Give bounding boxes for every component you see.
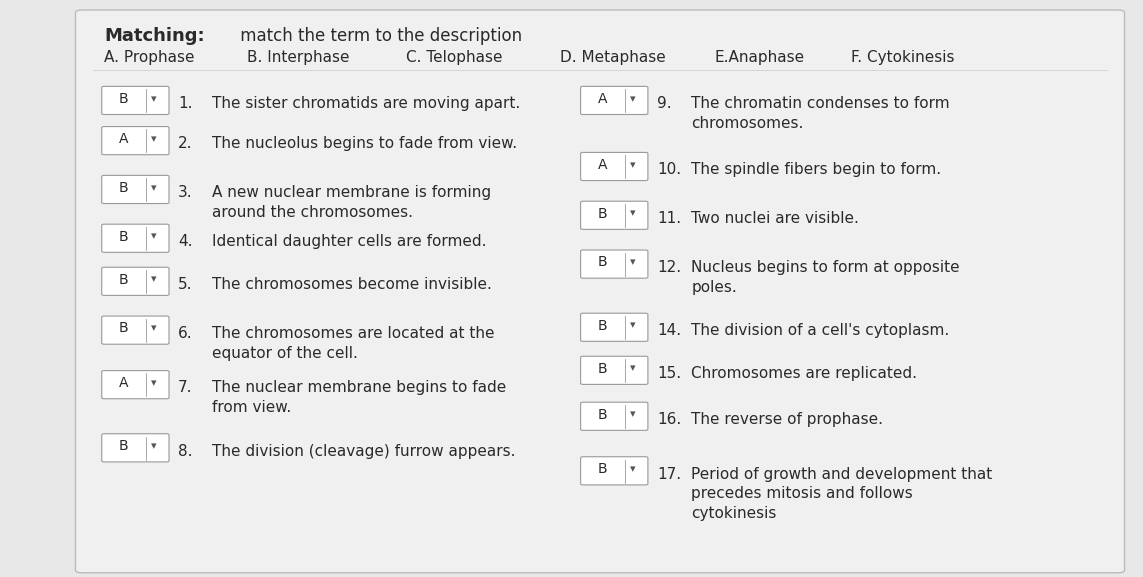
Text: A. Prophase: A. Prophase bbox=[104, 50, 194, 65]
Text: B: B bbox=[598, 256, 607, 269]
FancyBboxPatch shape bbox=[75, 10, 1125, 573]
Text: Matching:: Matching: bbox=[104, 27, 205, 45]
Text: 1.: 1. bbox=[178, 96, 193, 111]
Text: B: B bbox=[119, 230, 128, 243]
Text: Period of growth and development that
precedes mitosis and follows
cytokinesis: Period of growth and development that pr… bbox=[692, 467, 992, 521]
Text: The sister chromatids are moving apart.: The sister chromatids are moving apart. bbox=[213, 96, 520, 111]
Text: ▾: ▾ bbox=[630, 321, 636, 331]
Text: A new nuclear membrane is forming
around the chromosomes.: A new nuclear membrane is forming around… bbox=[213, 185, 491, 220]
Text: ▾: ▾ bbox=[630, 160, 636, 170]
FancyBboxPatch shape bbox=[102, 370, 169, 399]
Text: Nucleus begins to form at opposite
poles.: Nucleus begins to form at opposite poles… bbox=[692, 260, 960, 295]
Text: Chromosomes are replicated.: Chromosomes are replicated. bbox=[692, 366, 917, 381]
Text: ▾: ▾ bbox=[151, 275, 157, 284]
FancyBboxPatch shape bbox=[581, 313, 648, 342]
Text: ▾: ▾ bbox=[630, 208, 636, 219]
Text: ▾: ▾ bbox=[151, 441, 157, 451]
Text: F. Cytokinesis: F. Cytokinesis bbox=[850, 50, 954, 65]
Text: ▾: ▾ bbox=[151, 378, 157, 388]
Text: 15.: 15. bbox=[657, 366, 681, 381]
Text: match the term to the description: match the term to the description bbox=[235, 27, 522, 45]
Text: ▾: ▾ bbox=[630, 93, 636, 104]
Text: The chromosomes are located at the
equator of the cell.: The chromosomes are located at the equat… bbox=[213, 326, 495, 361]
Text: 6.: 6. bbox=[178, 326, 193, 341]
Text: B: B bbox=[119, 272, 128, 287]
Text: The chromosomes become invisible.: The chromosomes become invisible. bbox=[213, 277, 493, 292]
Text: Two nuclei are visible.: Two nuclei are visible. bbox=[692, 211, 860, 226]
FancyBboxPatch shape bbox=[102, 175, 169, 204]
Text: 9.: 9. bbox=[657, 96, 672, 111]
Text: 7.: 7. bbox=[178, 380, 193, 395]
Text: 14.: 14. bbox=[657, 323, 681, 338]
FancyBboxPatch shape bbox=[581, 201, 648, 229]
FancyBboxPatch shape bbox=[102, 87, 169, 114]
FancyBboxPatch shape bbox=[102, 224, 169, 252]
Text: 12.: 12. bbox=[657, 260, 681, 275]
Text: 2.: 2. bbox=[178, 136, 193, 151]
Text: ▾: ▾ bbox=[151, 323, 157, 334]
Text: The nucleolus begins to fade from view.: The nucleolus begins to fade from view. bbox=[213, 136, 518, 151]
Text: 11.: 11. bbox=[657, 211, 681, 226]
Text: 5.: 5. bbox=[178, 277, 193, 292]
FancyBboxPatch shape bbox=[581, 87, 648, 114]
Text: 16.: 16. bbox=[657, 412, 681, 427]
Text: ▾: ▾ bbox=[630, 464, 636, 474]
FancyBboxPatch shape bbox=[102, 126, 169, 155]
Text: The spindle fibers begin to form.: The spindle fibers begin to form. bbox=[692, 162, 942, 177]
Text: ▾: ▾ bbox=[151, 134, 157, 144]
Text: The nuclear membrane begins to fade
from view.: The nuclear membrane begins to fade from… bbox=[213, 380, 506, 415]
Text: A: A bbox=[598, 92, 607, 106]
Text: The chromatin condenses to form
chromosomes.: The chromatin condenses to form chromoso… bbox=[692, 96, 950, 131]
FancyBboxPatch shape bbox=[102, 316, 169, 344]
Text: ▾: ▾ bbox=[630, 410, 636, 419]
FancyBboxPatch shape bbox=[581, 402, 648, 430]
Text: B: B bbox=[598, 319, 607, 332]
Text: C. Telophase: C. Telophase bbox=[406, 50, 503, 65]
Text: ▾: ▾ bbox=[151, 231, 157, 242]
FancyBboxPatch shape bbox=[581, 250, 648, 278]
FancyBboxPatch shape bbox=[581, 457, 648, 485]
Text: 3.: 3. bbox=[178, 185, 193, 200]
Text: The division of a cell's cytoplasm.: The division of a cell's cytoplasm. bbox=[692, 323, 950, 338]
Text: B: B bbox=[598, 362, 607, 376]
Text: D. Metaphase: D. Metaphase bbox=[560, 50, 666, 65]
Text: B: B bbox=[598, 207, 607, 220]
Text: B. Interphase: B. Interphase bbox=[247, 50, 349, 65]
Text: 8.: 8. bbox=[178, 444, 193, 459]
Text: E.Anaphase: E.Anaphase bbox=[714, 50, 805, 65]
FancyBboxPatch shape bbox=[581, 356, 648, 384]
Text: B: B bbox=[119, 92, 128, 106]
FancyBboxPatch shape bbox=[102, 267, 169, 295]
Text: ▾: ▾ bbox=[630, 364, 636, 373]
FancyBboxPatch shape bbox=[102, 434, 169, 462]
Text: ▾: ▾ bbox=[151, 183, 157, 193]
Text: A: A bbox=[119, 376, 128, 390]
Text: The division (cleavage) furrow appears.: The division (cleavage) furrow appears. bbox=[213, 444, 515, 459]
Text: A: A bbox=[119, 132, 128, 146]
Text: B: B bbox=[119, 181, 128, 194]
Text: ▾: ▾ bbox=[151, 93, 157, 104]
FancyBboxPatch shape bbox=[581, 152, 648, 181]
Text: 10.: 10. bbox=[657, 162, 681, 177]
Text: 4.: 4. bbox=[178, 234, 193, 249]
Text: ▾: ▾ bbox=[630, 257, 636, 267]
Text: B: B bbox=[119, 321, 128, 335]
Text: B: B bbox=[119, 439, 128, 453]
Text: A: A bbox=[598, 158, 607, 172]
Text: The reverse of prophase.: The reverse of prophase. bbox=[692, 412, 884, 427]
Text: B: B bbox=[598, 462, 607, 476]
Text: B: B bbox=[598, 407, 607, 422]
Text: Identical daughter cells are formed.: Identical daughter cells are formed. bbox=[213, 234, 487, 249]
Text: 17.: 17. bbox=[657, 467, 681, 482]
